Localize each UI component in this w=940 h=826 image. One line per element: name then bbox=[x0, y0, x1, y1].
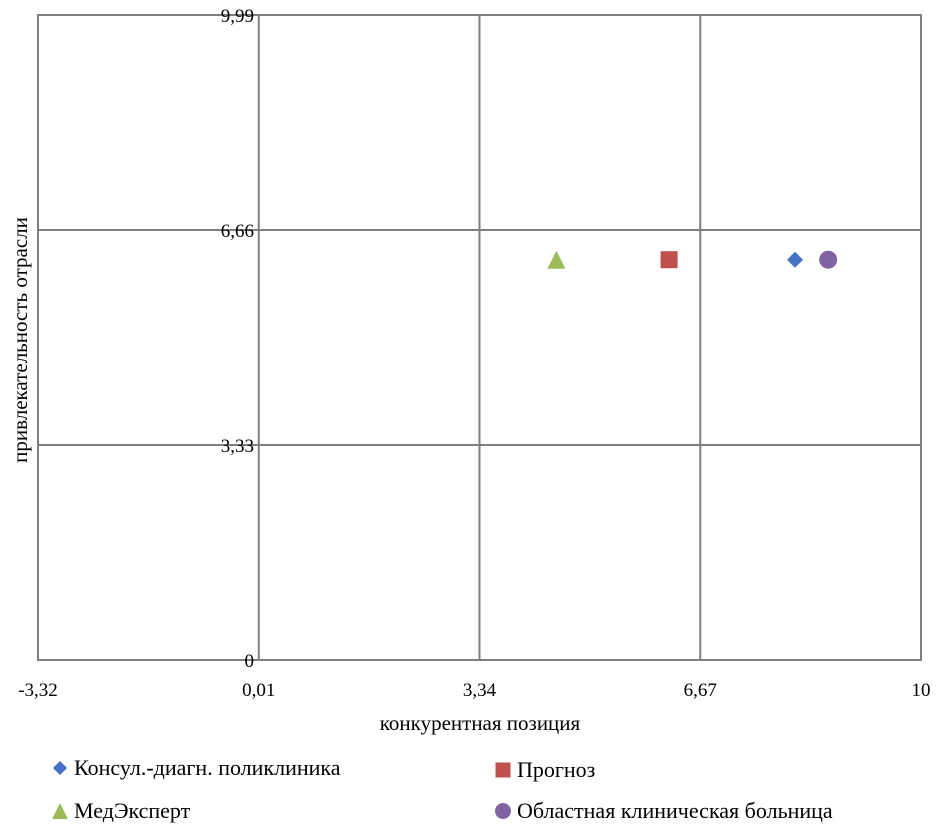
y-axis-label: привлекательность отрасли bbox=[8, 217, 32, 463]
legend-marker-circle bbox=[495, 803, 511, 819]
legend-label: МедЭксперт bbox=[74, 798, 191, 823]
data-point-diamond bbox=[787, 251, 804, 268]
grid-lines bbox=[38, 15, 921, 660]
x-tick-label: 3,34 bbox=[463, 680, 497, 701]
x-tick-label: 0,01 bbox=[242, 680, 275, 701]
y-axis-ticks: 0 3,33 6,66 9,99 bbox=[221, 6, 254, 672]
x-tick-label: 10 bbox=[912, 680, 931, 701]
plot-area bbox=[37, 14, 922, 661]
legend-marker-diamond bbox=[53, 761, 67, 775]
legend-label: Областная клиническая больница bbox=[517, 798, 833, 823]
data-point-circle bbox=[819, 250, 838, 269]
x-axis-label: конкурентная позиция bbox=[380, 711, 581, 735]
legend-item: Прогноз bbox=[495, 757, 595, 782]
legend-item: Консул.-диагн. поликлиника bbox=[53, 755, 341, 780]
y-tick-label: 3,33 bbox=[221, 436, 254, 457]
data-point-triangle bbox=[547, 250, 566, 269]
legend-marker-square bbox=[495, 762, 511, 778]
legend-label: Прогноз bbox=[517, 757, 595, 782]
legend-item: Областная клиническая больница bbox=[495, 798, 833, 823]
data-point-square bbox=[660, 251, 678, 269]
y-tick-label: 9,99 bbox=[221, 6, 254, 27]
x-tick-label: -3,32 bbox=[18, 680, 58, 701]
x-tick-label: 6,67 bbox=[684, 680, 717, 701]
legend-marker-triangle bbox=[52, 803, 68, 819]
legend-item: МедЭксперт bbox=[52, 798, 191, 823]
y-tick-label: 0 bbox=[245, 651, 255, 672]
x-axis-ticks: -3,32 0,01 3,34 6,67 10 bbox=[18, 680, 930, 701]
data-points bbox=[547, 250, 838, 269]
y-tick-label: 6,66 bbox=[221, 221, 254, 242]
legend: Консул.-диагн. поликлиника Прогноз МедЭксп… bbox=[52, 755, 833, 823]
legend-label: Консул.-диагн. поликлиника bbox=[74, 755, 341, 780]
